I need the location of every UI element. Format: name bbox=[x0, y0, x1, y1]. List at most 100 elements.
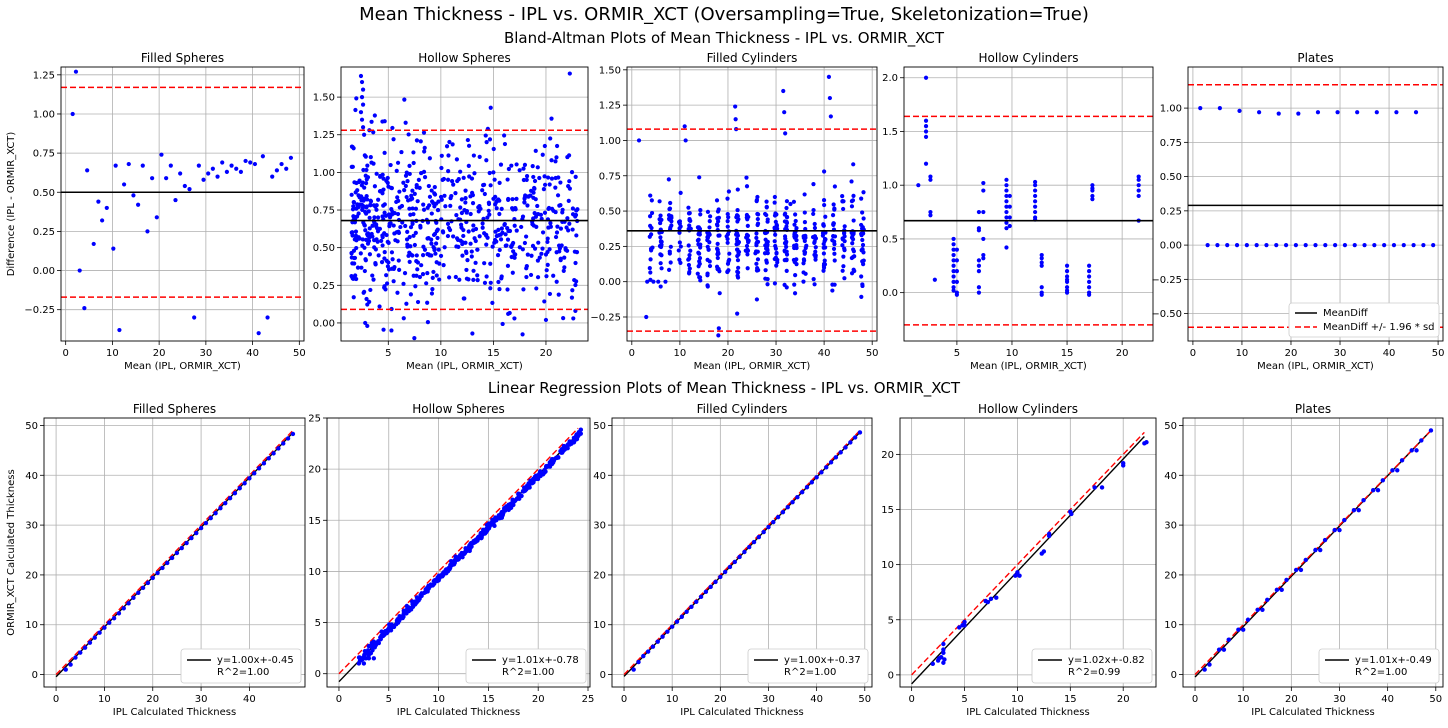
data-point bbox=[649, 210, 655, 216]
data-point bbox=[381, 327, 386, 332]
x-tick-label: 0 bbox=[629, 348, 635, 359]
data-point bbox=[525, 252, 530, 257]
data-point bbox=[860, 210, 865, 215]
data-point bbox=[364, 296, 369, 302]
y-tick-label: 0.00 bbox=[313, 318, 335, 329]
panel-title: Hollow Spheres bbox=[412, 402, 505, 416]
data-point bbox=[535, 203, 540, 209]
x-tick-label: 30 bbox=[762, 694, 775, 705]
data-point bbox=[196, 163, 201, 168]
data-point bbox=[357, 178, 362, 183]
data-point bbox=[916, 183, 921, 188]
data-point bbox=[349, 164, 354, 169]
data-point bbox=[636, 138, 642, 143]
data-point bbox=[813, 245, 818, 250]
data-point bbox=[831, 202, 836, 207]
y-tick-label: 0.75 bbox=[599, 171, 621, 182]
data-point bbox=[415, 299, 421, 305]
data-point bbox=[415, 267, 420, 272]
data-point bbox=[463, 188, 468, 193]
data-point bbox=[683, 138, 688, 143]
data-point bbox=[1004, 226, 1009, 231]
data-point bbox=[540, 246, 545, 251]
figure-title: Mean Thickness - IPL vs. ORMIR_XCT (Over… bbox=[359, 4, 1089, 25]
data-point bbox=[379, 238, 384, 243]
data-point bbox=[745, 247, 750, 252]
data-layer bbox=[904, 75, 1153, 326]
data-point bbox=[744, 243, 750, 249]
data-point bbox=[667, 207, 672, 212]
data-point bbox=[410, 253, 415, 258]
data-point bbox=[546, 206, 551, 212]
data-point bbox=[799, 490, 805, 495]
data-point bbox=[442, 193, 447, 198]
data-point bbox=[561, 443, 567, 449]
data-point bbox=[506, 166, 511, 172]
data-point bbox=[1296, 111, 1301, 116]
data-point bbox=[697, 275, 703, 280]
data-point bbox=[359, 79, 365, 85]
data-point bbox=[461, 175, 466, 180]
data-point bbox=[224, 169, 229, 175]
data-point bbox=[1372, 243, 1377, 248]
y-tick-label: 1.00 bbox=[313, 168, 335, 179]
data-point bbox=[492, 523, 497, 529]
data-point bbox=[349, 192, 354, 197]
data-point bbox=[484, 158, 489, 163]
data-point bbox=[668, 225, 673, 230]
data-point bbox=[725, 219, 730, 224]
data-point bbox=[367, 215, 372, 220]
data-point bbox=[374, 222, 379, 227]
data-point bbox=[1033, 179, 1038, 185]
data-point bbox=[448, 203, 453, 208]
data-point bbox=[697, 259, 702, 264]
data-point bbox=[860, 237, 865, 243]
data-point bbox=[434, 273, 439, 278]
data-point bbox=[822, 236, 828, 242]
data-point bbox=[857, 430, 863, 435]
data-point bbox=[403, 223, 408, 229]
data-point bbox=[445, 233, 451, 239]
data-point bbox=[698, 594, 704, 600]
x-tick-label: 40 bbox=[246, 348, 259, 359]
data-point bbox=[388, 162, 393, 168]
data-point bbox=[401, 316, 406, 321]
data-point bbox=[403, 120, 408, 125]
data-point bbox=[113, 163, 118, 168]
data-point bbox=[482, 182, 487, 187]
data-point bbox=[1039, 292, 1044, 297]
data-point bbox=[1265, 597, 1270, 603]
data-point bbox=[549, 176, 555, 181]
ba-plates-panel: 0 10 20 30 40 50 −0.50 −0.25 0.00 0.25 0.50 0.75 1.0… bbox=[1151, 51, 1444, 372]
data-point bbox=[491, 146, 496, 152]
data-point bbox=[394, 168, 399, 173]
data-point bbox=[391, 279, 396, 284]
data-point bbox=[756, 534, 762, 540]
data-point bbox=[954, 269, 959, 274]
data-point bbox=[422, 149, 427, 154]
bland-altman-section-title: Bland-Altman Plots of Mean Thickness - I… bbox=[503, 29, 945, 47]
y-tick-label: 30 bbox=[1164, 521, 1177, 532]
data-point bbox=[455, 237, 461, 242]
reg-hollow-cylinders-panel: 0 5 10 15 20 0 5 10 15 20 Hollow Cylinders IPL Calc… bbox=[881, 402, 1157, 718]
data-point bbox=[560, 448, 566, 453]
data-point bbox=[1351, 507, 1357, 513]
x-tick-label: 25 bbox=[582, 694, 595, 705]
data-point bbox=[574, 233, 579, 238]
data-point bbox=[677, 221, 682, 226]
data-point bbox=[812, 240, 817, 246]
data-point bbox=[510, 270, 515, 275]
data-point bbox=[437, 277, 442, 282]
data-point bbox=[535, 258, 540, 263]
data-point bbox=[649, 246, 654, 251]
data-point bbox=[803, 271, 808, 276]
data-point bbox=[364, 167, 369, 173]
data-point bbox=[812, 225, 818, 231]
data-point bbox=[535, 476, 541, 482]
data-point bbox=[424, 281, 429, 286]
data-point bbox=[505, 177, 510, 182]
data-point bbox=[456, 177, 461, 182]
data-point bbox=[676, 248, 681, 253]
data-point bbox=[414, 253, 419, 258]
y-tick-label: 20 bbox=[308, 465, 321, 476]
